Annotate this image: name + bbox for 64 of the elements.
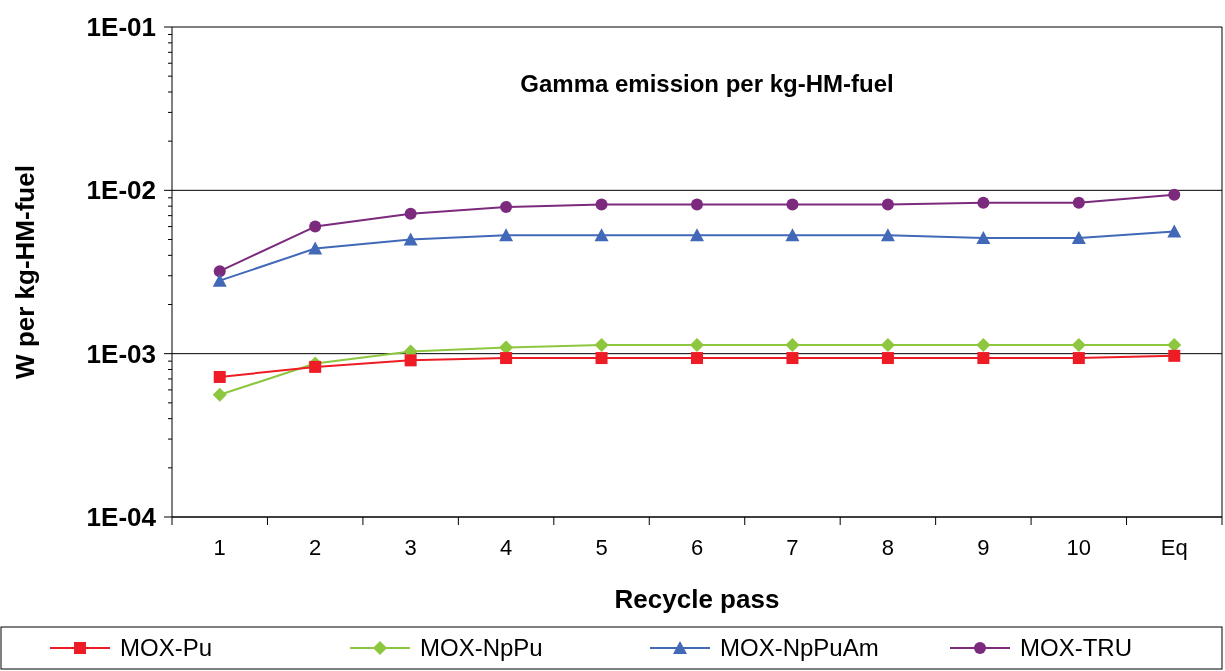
point <box>786 352 799 365</box>
y-tick-label: 1E-03 <box>86 338 156 369</box>
point <box>977 196 990 209</box>
point <box>880 228 895 242</box>
point <box>595 198 608 211</box>
point <box>977 352 990 365</box>
point <box>786 198 799 211</box>
x-tick-label: 6 <box>690 535 704 560</box>
x-tick-label: 1 <box>213 535 226 560</box>
point <box>213 265 226 278</box>
point <box>1072 196 1085 209</box>
point <box>404 207 417 220</box>
point <box>880 338 895 352</box>
text: Gamma emission per kg-HM-fuel <box>520 70 894 97</box>
x-tick-label: 2 <box>309 535 322 560</box>
x-tick-label: 4 <box>499 535 513 560</box>
point <box>594 228 609 242</box>
x-tick-label: 10 <box>1066 535 1092 560</box>
point <box>309 360 322 373</box>
point <box>1071 338 1086 352</box>
point <box>1071 231 1086 245</box>
y-axis-title: W per kg-HM-fuel <box>10 165 40 379</box>
point <box>499 228 514 242</box>
point <box>976 338 991 352</box>
point <box>500 352 513 365</box>
point <box>213 370 226 383</box>
y-tick-label: 1E-04 <box>86 502 157 533</box>
point <box>308 241 323 255</box>
x-tick-label: 9 <box>977 535 990 560</box>
point <box>691 352 703 365</box>
point <box>594 338 609 352</box>
point <box>1168 349 1181 362</box>
point <box>309 220 322 233</box>
point <box>785 228 800 242</box>
legend-label: MOX-Pu <box>120 634 213 662</box>
point <box>212 273 227 287</box>
point <box>500 201 513 214</box>
x-tick-label: Eq <box>1160 535 1188 560</box>
x-axis-title: Recycle pass <box>614 584 780 614</box>
point <box>403 232 418 246</box>
x-tick-label: 7 <box>786 535 799 560</box>
point <box>881 352 894 365</box>
point <box>881 198 894 211</box>
point <box>785 338 800 352</box>
point <box>1072 352 1085 365</box>
point <box>404 354 417 367</box>
point <box>690 338 704 352</box>
x-tick-label: 3 <box>404 535 417 560</box>
point <box>499 340 514 355</box>
x-tick-label: 8 <box>881 535 895 560</box>
point <box>595 352 608 365</box>
x-tick-label: 5 <box>595 535 608 560</box>
point <box>691 198 703 211</box>
y-tick-label: 1E-02 <box>86 175 156 206</box>
point <box>1167 338 1182 352</box>
legend-label: MOX-TRU <box>1020 634 1132 662</box>
legend-label: MOX-NpPu <box>420 634 543 662</box>
point <box>1168 188 1181 201</box>
point <box>976 231 991 245</box>
point <box>1167 224 1182 238</box>
point <box>690 228 704 242</box>
legend-label: MOX-NpPuAm <box>720 634 879 662</box>
point <box>212 387 227 402</box>
y-tick-label: 1E-01 <box>86 12 156 43</box>
